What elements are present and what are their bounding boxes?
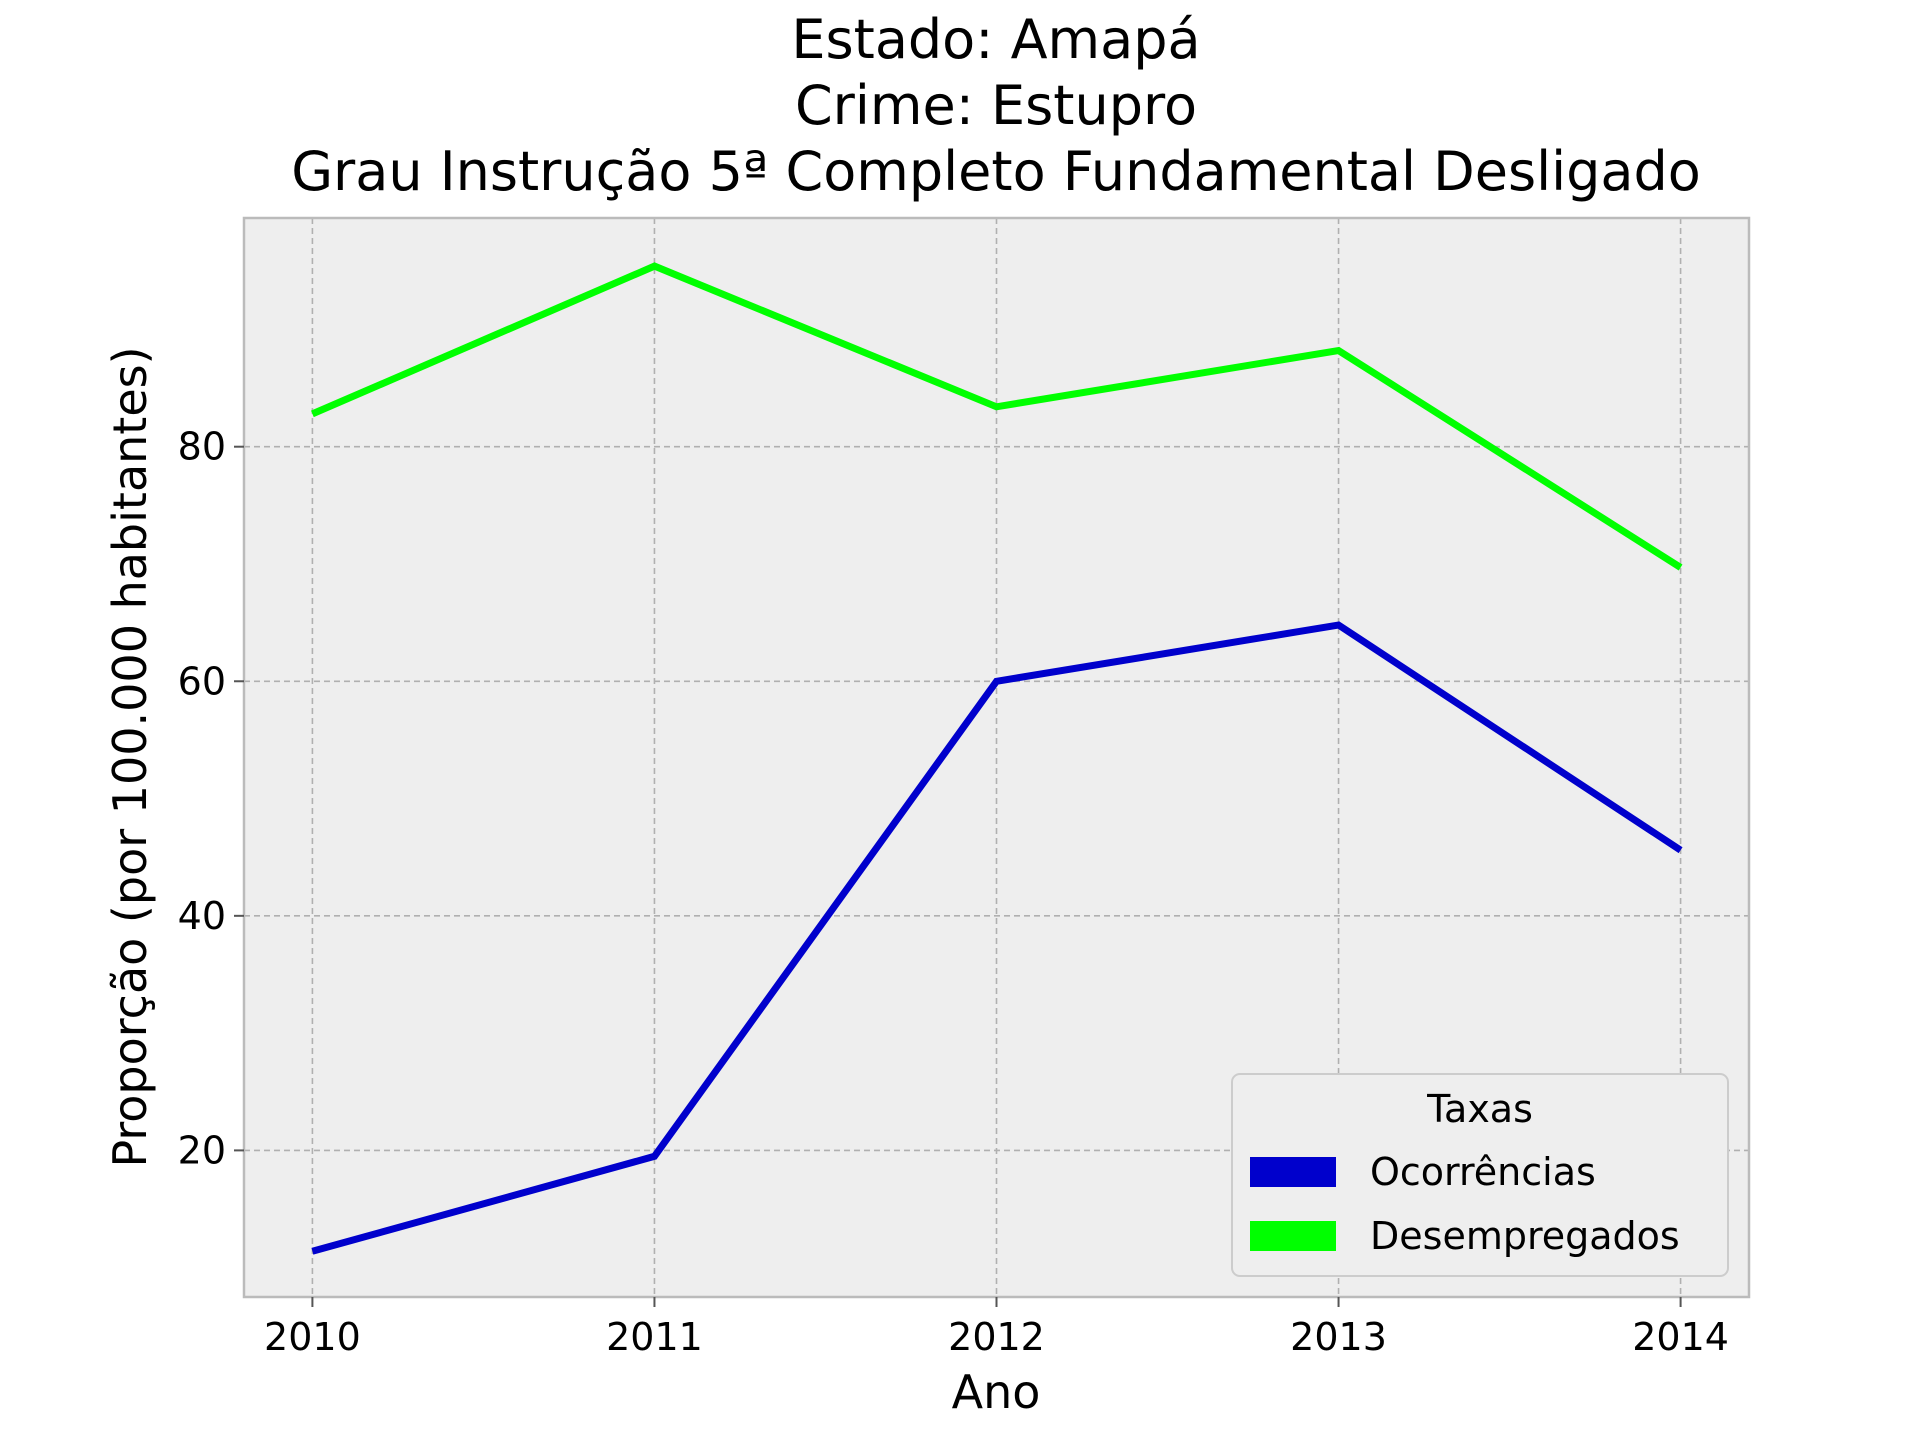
x-tick-label: 2010 [264,1315,361,1359]
chart-title: Estado: Amapá Crime: Estupro Grau Instru… [291,8,1701,203]
legend-items: Ocorrências Desempregados [1250,1150,1680,1258]
title-line-1: Estado: Amapá [791,8,1200,71]
x-tick-label: 2011 [606,1315,703,1359]
y-tick-label: 80 [178,425,226,469]
y-tick-label: 20 [178,1128,226,1172]
x-axis-label: Ano [952,1365,1041,1419]
y-tick-label: 60 [178,659,226,703]
y-tick-label: 40 [178,894,226,938]
title-line-3: Grau Instrução 5ª Completo Fundamental D… [291,140,1701,203]
legend-label-2: Desempregados [1370,1214,1680,1258]
x-tick-label: 2014 [1632,1315,1729,1359]
legend: Taxas Ocorrências Desempregados [1231,1073,1729,1277]
legend-label-1: Ocorrências [1370,1150,1596,1194]
series-layer [311,262,1683,1255]
legend-box [1231,1073,1729,1277]
x-tick-label: 2013 [1290,1315,1387,1359]
title-line-2: Crime: Estupro [795,74,1197,137]
ticks: 2010 2011 2012 2013 2014 20 40 60 80 [178,425,1729,1359]
legend-swatch-1 [1250,1157,1336,1187]
legend-swatch-2 [1250,1221,1336,1251]
legend-title: Taxas [1426,1087,1533,1131]
x-tick-label: 2012 [948,1315,1045,1359]
y-axis-label: Proporção (por 100.000 habitantes) [103,346,157,1167]
